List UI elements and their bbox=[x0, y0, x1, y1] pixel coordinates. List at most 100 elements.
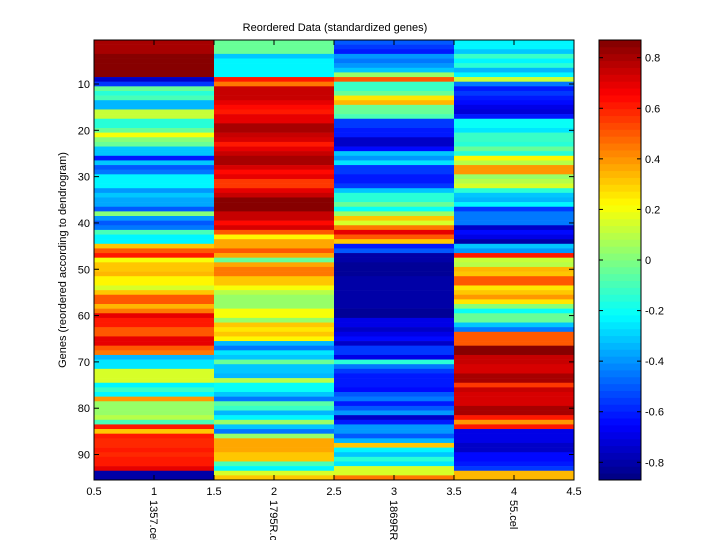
heatmap-cell bbox=[454, 53, 575, 59]
heatmap-cell bbox=[214, 202, 335, 208]
heatmap-cell bbox=[334, 169, 455, 175]
x-tick-label: 3.5 bbox=[446, 486, 461, 498]
heatmap-cell bbox=[214, 257, 335, 263]
heatmap-cell bbox=[454, 368, 575, 374]
heatmap-cell bbox=[94, 220, 215, 226]
heatmap-cell bbox=[94, 132, 215, 138]
heatmap-cell bbox=[334, 290, 455, 296]
heatmap-cell bbox=[94, 183, 215, 189]
heatmap-cell bbox=[94, 442, 215, 448]
heatmap-cell bbox=[454, 257, 575, 263]
heatmap-cell bbox=[94, 285, 215, 291]
colorbar-segment bbox=[599, 211, 641, 220]
heatmap-cell bbox=[334, 253, 455, 258]
heatmap-cell bbox=[454, 354, 575, 360]
heatmap-cell bbox=[334, 206, 455, 212]
heatmap-cell bbox=[454, 429, 575, 434]
colorbar-segment bbox=[599, 294, 641, 302]
colorbar-segment bbox=[599, 308, 641, 316]
heatmap-cell bbox=[94, 239, 215, 245]
heatmap-cell bbox=[454, 225, 575, 231]
heatmap-cell bbox=[94, 466, 215, 472]
heatmap-cell bbox=[94, 257, 215, 263]
heatmap-cell bbox=[214, 253, 335, 258]
heatmap-cell bbox=[214, 95, 335, 101]
heatmap-cell bbox=[454, 151, 575, 157]
heatmap-cell bbox=[214, 216, 335, 221]
heatmap-cell bbox=[214, 146, 335, 152]
colorbar-segment bbox=[599, 239, 641, 247]
heatmap-cell bbox=[454, 327, 575, 333]
heatmap-cell bbox=[214, 160, 335, 166]
heatmap-cell bbox=[94, 95, 215, 101]
heatmap-cell bbox=[454, 285, 575, 291]
colorbar-segment bbox=[599, 129, 641, 137]
colorbar-tick-label: -0.4 bbox=[645, 356, 664, 368]
heatmap-cell bbox=[94, 44, 215, 50]
heatmap-cell bbox=[334, 188, 455, 194]
heatmap-cell bbox=[334, 322, 455, 328]
heatmap-cell bbox=[454, 424, 575, 430]
heatmap-cell bbox=[94, 81, 215, 87]
heatmap-cell bbox=[454, 146, 575, 152]
heatmap-cell bbox=[94, 104, 215, 110]
heatmap-cell bbox=[454, 304, 575, 309]
heatmap-cell bbox=[94, 90, 215, 96]
heatmap-cell bbox=[334, 257, 455, 263]
heatmap-cell bbox=[94, 470, 215, 476]
heatmap-cell bbox=[454, 169, 575, 175]
heatmap-cell bbox=[454, 470, 575, 476]
heatmap-cell bbox=[454, 104, 575, 110]
heatmap-cell bbox=[334, 313, 455, 319]
heatmap-cell bbox=[334, 239, 455, 245]
colorbar-segment bbox=[599, 156, 641, 165]
heatmap-cell bbox=[94, 165, 215, 170]
heatmap-cell bbox=[214, 378, 335, 384]
colorbar bbox=[599, 40, 641, 481]
heatmap-cell bbox=[94, 429, 215, 434]
heatmap-cell bbox=[94, 118, 215, 124]
colorbar-segment bbox=[599, 411, 641, 419]
heatmap-cell bbox=[334, 95, 455, 101]
heatmap-cell bbox=[334, 429, 455, 434]
y-tick-label: 10 bbox=[78, 79, 90, 91]
heatmap-cell bbox=[454, 364, 575, 370]
heatmap-cell bbox=[454, 165, 575, 170]
heatmap-cell bbox=[454, 294, 575, 300]
heatmap-cell bbox=[94, 331, 215, 337]
heatmap-cell bbox=[214, 114, 335, 120]
heatmap-cell bbox=[454, 202, 575, 208]
colorbar-tick-label: 0.8 bbox=[645, 53, 660, 65]
heatmap-cell bbox=[454, 44, 575, 50]
heatmap-cell bbox=[94, 188, 215, 194]
heatmap-cell bbox=[214, 225, 335, 231]
heatmap-cell bbox=[214, 322, 335, 328]
heatmap-cell bbox=[334, 234, 455, 240]
heatmap-cell bbox=[94, 415, 215, 421]
heatmap-cell bbox=[334, 308, 455, 314]
heatmap-cell bbox=[94, 276, 215, 282]
heatmap-cell bbox=[454, 433, 575, 439]
colorbar-segment bbox=[599, 115, 641, 123]
heatmap-cell bbox=[94, 151, 215, 157]
colorbar-segment bbox=[599, 397, 641, 405]
heatmap-cell bbox=[334, 327, 455, 333]
heatmap-cell bbox=[334, 304, 455, 309]
y-axis-label: Genes (reordered according to dendrogram… bbox=[57, 152, 69, 368]
heatmap-cell bbox=[214, 183, 335, 189]
heatmap-cell bbox=[454, 114, 575, 120]
heatmap-cell bbox=[94, 211, 215, 217]
colorbar-segment bbox=[599, 143, 641, 151]
heatmap-cell bbox=[94, 53, 215, 59]
heatmap-cell bbox=[454, 331, 575, 337]
heatmap-cell bbox=[214, 382, 335, 388]
heatmap-cell bbox=[454, 49, 575, 55]
heatmap-cell bbox=[454, 290, 575, 296]
heatmap-cell bbox=[454, 442, 575, 448]
heatmap-cell bbox=[334, 192, 455, 198]
heatmap-cell bbox=[454, 456, 575, 462]
heatmap-cell bbox=[94, 280, 215, 286]
heatmap-cell bbox=[94, 313, 215, 319]
heatmap-cell bbox=[454, 192, 575, 198]
